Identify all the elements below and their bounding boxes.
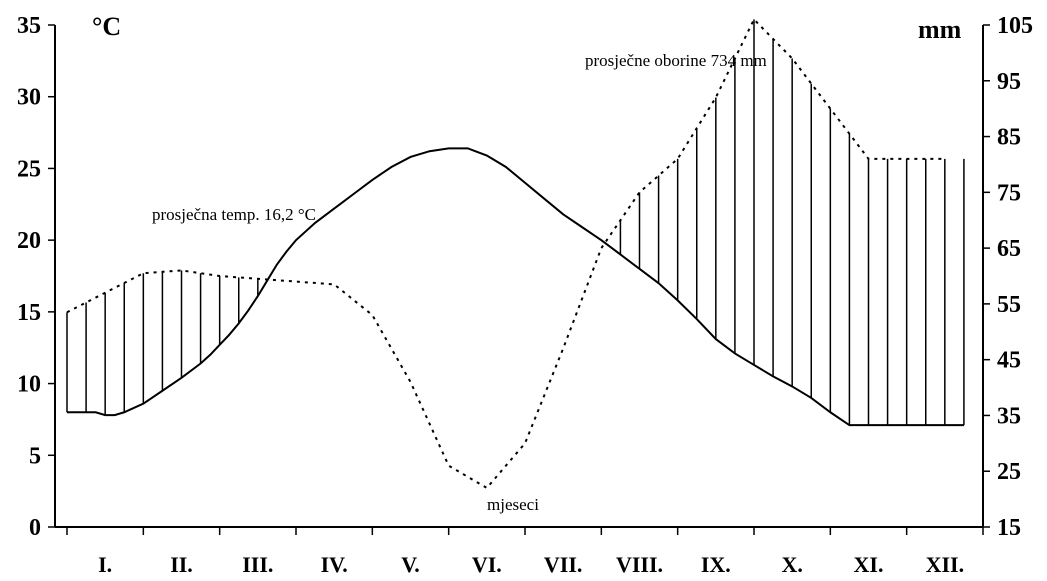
left-tick-label: 5 <box>29 443 41 469</box>
month-label: VIII. <box>616 552 663 577</box>
ticks: 0 5 10 15 20 25 30 35 15 25 35 45 55 65 75 85 95 105 I. II.… <box>17 13 1033 577</box>
left-tick-label: 25 <box>17 156 41 182</box>
hatch-lines <box>66 19 965 426</box>
right-tick-label: 85 <box>997 125 1021 151</box>
month-label: III. <box>242 552 273 577</box>
left-tick-label: 35 <box>17 13 41 39</box>
right-tick-label: 45 <box>997 348 1021 374</box>
month-label: XI. <box>854 552 884 577</box>
month-label: X. <box>781 552 802 577</box>
month-label: XII. <box>926 552 965 577</box>
month-label: II. <box>170 552 193 577</box>
left-tick-label: 15 <box>17 300 41 326</box>
month-label: V. <box>401 552 420 577</box>
temperature-annotation: prosječna temp. 16,2 °C <box>152 205 316 224</box>
right-tick-label: 75 <box>997 180 1021 206</box>
precipitation-annotation: prosječne oborine 734 mm <box>585 51 767 70</box>
month-label: IX. <box>701 552 731 577</box>
right-tick-label: 15 <box>997 515 1021 541</box>
month-label: I. <box>98 552 112 577</box>
axes <box>54 25 984 528</box>
month-label: IV. <box>321 552 348 577</box>
left-tick-label: 10 <box>17 372 41 398</box>
right-axis-unit: mm <box>918 15 962 44</box>
months-annotation: mjeseci <box>487 495 539 514</box>
right-tick-label: 65 <box>997 236 1021 262</box>
left-tick-label: 30 <box>17 85 41 111</box>
left-tick-label: 20 <box>17 228 41 254</box>
right-tick-label: 55 <box>997 292 1021 318</box>
temperature-line <box>67 147 964 427</box>
series-layer <box>66 17 964 490</box>
right-tick-label: 35 <box>997 403 1021 429</box>
right-tick-label: 95 <box>997 69 1021 95</box>
labels: °C mm prosječna temp. 16,2 °C prosječne … <box>92 12 962 514</box>
right-tick-label: 25 <box>997 459 1021 485</box>
left-axis-unit: °C <box>92 12 121 41</box>
right-tick-label: 105 <box>997 13 1033 39</box>
left-tick-label: 0 <box>29 515 41 541</box>
month-label: VII. <box>544 552 583 577</box>
month-label: VI. <box>472 552 502 577</box>
precipitation-line <box>66 17 945 490</box>
